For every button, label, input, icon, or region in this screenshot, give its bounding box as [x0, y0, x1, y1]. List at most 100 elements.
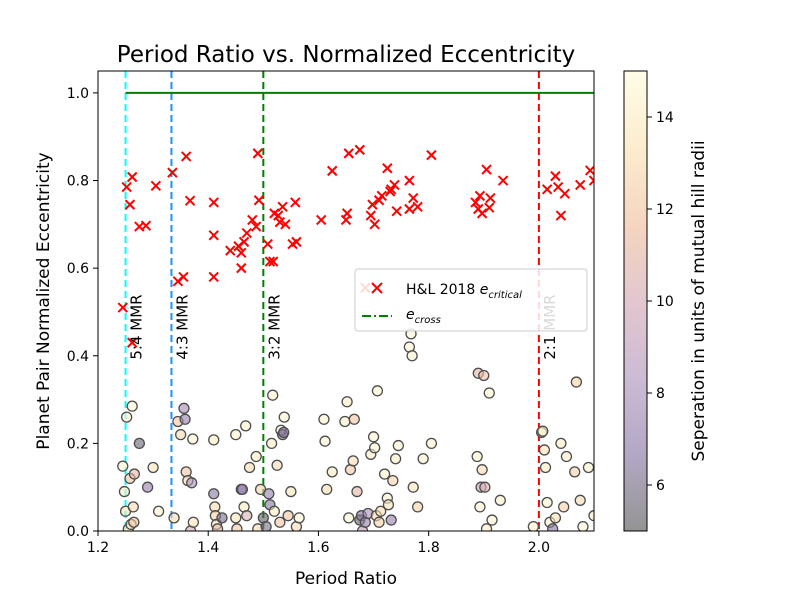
critical-eccentricity-point — [126, 171, 138, 183]
y-tick-label: 0.4 — [67, 349, 89, 365]
planet-pair-point — [392, 439, 405, 452]
critical-eccentricity-point — [290, 197, 301, 208]
critical-eccentricity-point — [584, 165, 594, 176]
planet-pair-point — [471, 450, 483, 463]
critical-eccentricity-point — [365, 210, 377, 221]
planet-pair-point — [147, 461, 159, 474]
colorbar-label: Seperation in units of mutual hill radii — [689, 140, 709, 461]
planet-pair-point — [582, 461, 594, 474]
planet-pair-point — [425, 437, 438, 450]
planet-pair-point — [278, 411, 290, 423]
planet-pair-point — [230, 428, 242, 441]
planet-pair-point — [574, 494, 586, 506]
critical-eccentricity-point — [184, 195, 196, 206]
critical-eccentricity-point — [126, 337, 138, 348]
planet-pair-point — [117, 460, 129, 472]
planet-pair-point — [555, 437, 567, 450]
legend-label-critical: H&L 2018 ecritical — [406, 282, 522, 301]
planet-pair-point — [385, 514, 397, 526]
critical-eccentricity-point — [274, 216, 286, 228]
critical-eccentricity-point — [555, 210, 567, 221]
planet-pair-point — [211, 523, 224, 531]
critical-eccentricity-point — [167, 167, 178, 178]
planet-pair-point — [479, 481, 491, 493]
critical-eccentricity-point — [367, 199, 378, 210]
critical-eccentricity-point — [238, 236, 250, 248]
planet-pair-point — [186, 477, 198, 489]
legend: H&L 2018 ecritical ecross — [354, 268, 588, 332]
planet-pair-point — [549, 512, 562, 524]
critical-eccentricity-point — [150, 180, 162, 191]
critical-eccentricity-point — [376, 190, 388, 202]
planet-pair-point — [265, 437, 278, 450]
planet-pair-point — [547, 523, 559, 531]
planet-pair-point — [230, 512, 242, 524]
planet-pair-point — [268, 505, 281, 517]
critical-eccentricity-point — [575, 179, 586, 191]
critical-eccentricity-point — [550, 170, 561, 182]
planet-pair-point — [577, 520, 589, 531]
planet-pair-point — [486, 514, 498, 526]
planet-pair-point — [339, 415, 351, 428]
plot-frame — [97, 70, 595, 532]
critical-eccentricity-point — [426, 149, 437, 161]
colorbar-tick-label: 12 — [656, 202, 674, 218]
critical-eccentricity-point — [277, 201, 288, 213]
planet-pair-point — [267, 389, 279, 401]
planet-pair-point — [236, 483, 249, 496]
planet-pair-point — [271, 459, 283, 471]
planet-pair-point — [558, 501, 570, 513]
planet-pair-point — [326, 466, 338, 478]
planet-pair-point — [118, 485, 131, 498]
critical-eccentricity-point — [474, 190, 486, 202]
planet-pair-point — [382, 499, 395, 511]
y-axis-label: Planet Pair Normalized Eccentricity — [34, 152, 54, 449]
x-tick-label: 1.8 — [418, 540, 440, 556]
legend-label-cross-italic: e — [406, 307, 415, 323]
colorbar-tick-label: 6 — [656, 478, 665, 494]
critical-eccentricity-point — [408, 192, 419, 204]
y-tick-label: 0.8 — [67, 174, 89, 190]
planet-pair-point — [231, 523, 243, 531]
mmr-label-1: 4:3 MMR — [173, 294, 191, 359]
critical-eccentricity-point — [264, 256, 276, 267]
planet-pair-point — [293, 512, 305, 524]
critical-eccentricity-point — [327, 165, 338, 177]
critical-eccentricity-point — [315, 214, 327, 226]
planet-pair-point — [375, 505, 387, 517]
planet-pair-point — [240, 420, 252, 432]
critical-eccentricity-point — [280, 219, 291, 230]
planet-pair-point — [348, 413, 360, 425]
mmr-label-2: 3:2 MMR — [265, 294, 283, 359]
planet-pair-point — [178, 402, 190, 414]
critical-eccentricity-point — [485, 192, 496, 204]
planet-pair-point — [263, 488, 275, 500]
y-tick-label: 0.2 — [67, 436, 89, 452]
planet-pair-point — [285, 485, 297, 498]
critical-eccentricity-points-group — [117, 144, 594, 348]
planet-pair-point — [243, 461, 256, 474]
planet-pair-point — [378, 468, 391, 480]
critical-eccentricity-point — [236, 262, 247, 274]
planet-pair-point — [387, 474, 399, 487]
critical-eccentricity-point — [588, 175, 594, 186]
critical-eccentricity-point — [252, 148, 264, 159]
critical-eccentricity-point — [391, 205, 402, 217]
planet-pair-point — [411, 501, 424, 513]
axes-ticks-group: 1.2 1.4 1.6 1.8 2.0 0.0 0.2 0.4 0.6 0.8 1.0 — [67, 86, 550, 556]
critical-eccentricity-point — [124, 199, 136, 210]
planet-pair-point — [208, 434, 220, 446]
planet-pair-point — [367, 431, 380, 443]
planet-pair-point — [560, 450, 573, 463]
x-tick-label: 1.4 — [197, 540, 219, 556]
critical-eccentricity-point — [180, 151, 192, 162]
planet-pair-point — [187, 433, 199, 445]
planet-pair-point — [133, 437, 145, 450]
planet-pair-point — [341, 396, 353, 408]
critical-eccentricity-point — [250, 221, 262, 232]
critical-eccentricity-point — [121, 181, 132, 193]
planet-pair-point — [569, 466, 581, 478]
planet-pair-point — [319, 435, 331, 447]
